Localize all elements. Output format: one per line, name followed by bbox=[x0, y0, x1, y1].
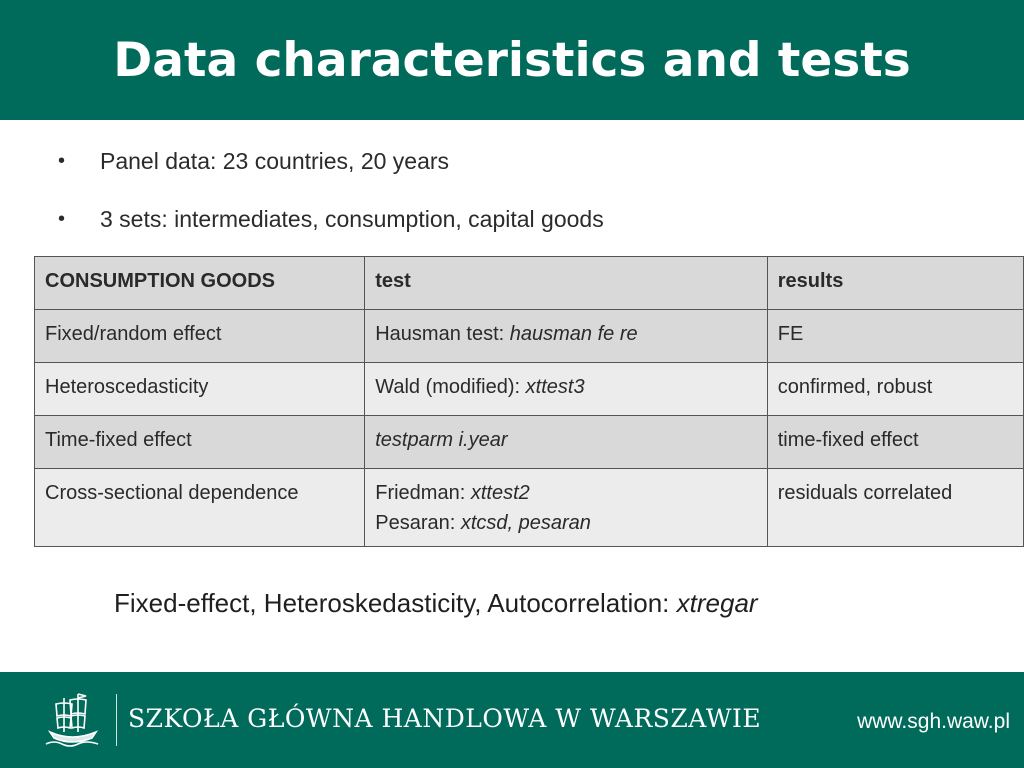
bullet-dot-icon: • bbox=[58, 207, 66, 230]
table-row: Fixed/random effect Hausman test: hausma… bbox=[33, 309, 1024, 363]
bullet-dot-icon: • bbox=[58, 149, 66, 172]
slide-title: Data characteristics and tests bbox=[113, 32, 911, 88]
header-cell: CONSUMPTION GOODS bbox=[33, 256, 366, 310]
tests-table: CONSUMPTION GOODS test results Fixed/ran… bbox=[33, 256, 1024, 547]
row-test: testparm i.year bbox=[364, 415, 768, 469]
ship-icon bbox=[45, 693, 99, 747]
bullet-list: • Panel data: 23 countries, 20 years • 3 s… bbox=[58, 132, 604, 248]
table-row: Time-fixed effect testparm i.year time-f… bbox=[33, 415, 1024, 469]
row-label: Heteroscedasticity bbox=[33, 362, 366, 416]
row-label: Time-fixed effect bbox=[33, 415, 366, 469]
header-cell: test bbox=[364, 256, 768, 310]
row-label: Fixed/random effect bbox=[33, 309, 366, 363]
table-row: Cross-sectional dependence Friedman: xtt… bbox=[33, 468, 1024, 547]
row-result: FE bbox=[766, 309, 1024, 363]
row-result: confirmed, robust bbox=[766, 362, 1024, 416]
row-test: Wald (modified): xttest3 bbox=[364, 362, 768, 416]
website-link[interactable]: www.sgh.waw.pl bbox=[857, 710, 1010, 733]
row-test: Friedman: xttest2 Pesaran: xtcsd, pesara… bbox=[364, 468, 768, 547]
bullet-item: • 3 sets: intermediates, consumption, cap… bbox=[58, 205, 604, 232]
bullet-item: • Panel data: 23 countries, 20 years bbox=[58, 147, 450, 174]
row-result: time-fixed effect bbox=[766, 415, 1024, 469]
row-test: Hausman test: hausman fe re bbox=[364, 309, 768, 363]
table-row: Heteroscedasticity Wald (modified): xtte… bbox=[33, 362, 1024, 416]
row-result: residuals correlated bbox=[766, 468, 1024, 547]
school-name: SZKOŁA GŁÓWNA HANDLOWA W WARSZAWIE bbox=[128, 704, 762, 733]
footer-divider bbox=[116, 694, 117, 746]
slide-header: Data characteristics and tests bbox=[0, 0, 1024, 120]
row-label: Cross-sectional dependence bbox=[33, 468, 366, 547]
header-cell: results bbox=[766, 256, 1024, 310]
table-header-row: CONSUMPTION GOODS test results bbox=[33, 256, 1024, 310]
slide-footer: SZKOŁA GŁÓWNA HANDLOWA W WARSZAWIE www.s… bbox=[0, 672, 1024, 768]
summary-line: Fixed-effect, Heteroskedasticity, Autoco… bbox=[114, 588, 758, 618]
